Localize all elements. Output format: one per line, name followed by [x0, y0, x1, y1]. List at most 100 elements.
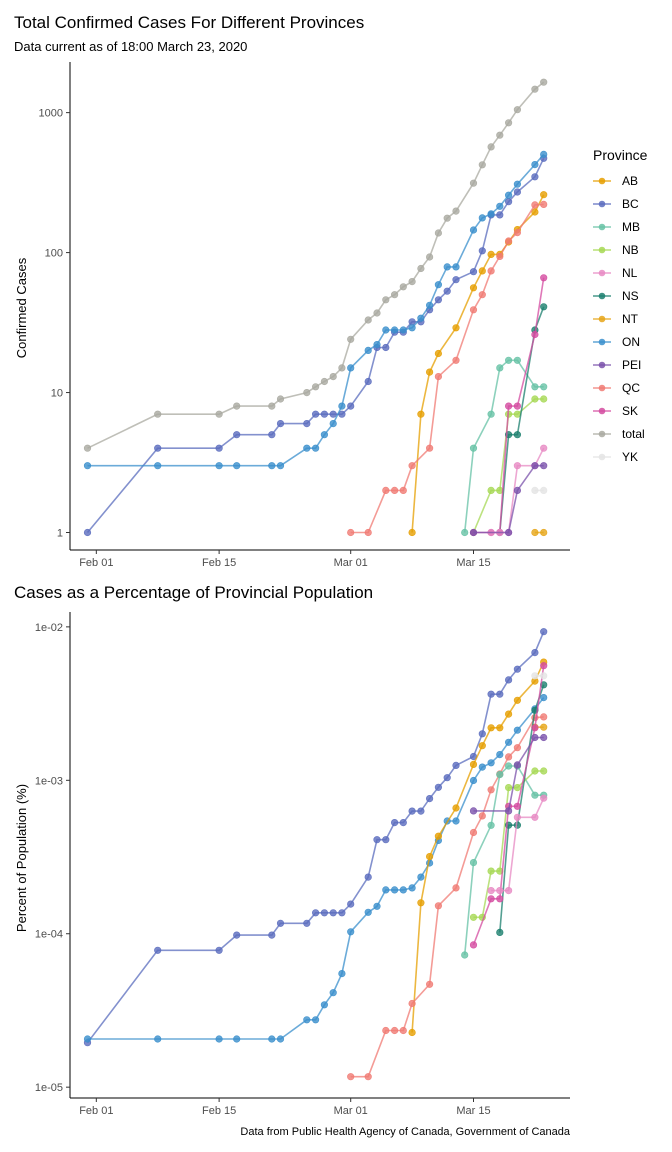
- legend-item-PEI: PEI: [593, 358, 641, 372]
- series-YK: [531, 486, 548, 495]
- data-point-QC: [513, 229, 522, 237]
- series-line-NB: [473, 770, 544, 919]
- data-point-QC: [408, 999, 416, 1008]
- legend-item-NS: NS: [593, 289, 639, 303]
- data-point-total: [469, 179, 478, 187]
- data-point-SK: [469, 941, 478, 949]
- data-point-MB: [496, 364, 504, 372]
- data-point-BC: [154, 946, 162, 954]
- data-point-BC: [83, 528, 92, 537]
- data-point-MB: [469, 444, 478, 452]
- data-point-ON: [276, 1035, 285, 1043]
- y-tick-label: 1000: [39, 108, 63, 120]
- data-point-ON: [505, 738, 513, 746]
- data-point-total: [338, 364, 346, 372]
- data-point-ON: [426, 301, 434, 309]
- data-point-ON: [399, 326, 407, 334]
- data-point-QC: [478, 291, 486, 299]
- data-point-NL: [487, 886, 495, 895]
- data-point-total: [487, 143, 495, 151]
- data-point-NL: [505, 886, 513, 895]
- data-point-ON: [312, 1016, 320, 1024]
- data-point-total: [540, 78, 548, 86]
- data-point-BC: [434, 296, 443, 304]
- legend-marker: [598, 338, 606, 346]
- data-point-total: [505, 119, 513, 127]
- y-tick-label: 1e-05: [35, 1082, 63, 1094]
- data-point-ON: [417, 314, 425, 322]
- data-point-AB: [469, 760, 478, 769]
- data-point-AB: [452, 324, 460, 332]
- data-point-SK: [496, 895, 504, 903]
- data-point-MB: [505, 762, 513, 770]
- data-point-QC: [399, 486, 407, 495]
- data-point-BC: [268, 931, 276, 939]
- data-point-BC: [391, 818, 399, 827]
- series-line-BC: [86, 631, 545, 1044]
- data-point-QC: [347, 1073, 355, 1081]
- data-point-ON: [338, 969, 346, 978]
- data-point-BC: [154, 444, 162, 452]
- data-point-BC: [408, 807, 416, 815]
- data-point-BC: [478, 730, 486, 738]
- data-point-ON: [320, 1001, 329, 1009]
- data-point-MB: [487, 410, 495, 418]
- series-line-ON: [87, 697, 545, 1040]
- data-point-total: [268, 402, 276, 410]
- data-point-AB: [487, 724, 495, 732]
- data-point-NS: [513, 431, 522, 439]
- data-point-total: [233, 402, 241, 410]
- data-point-PEI: [513, 486, 522, 495]
- x-tick-label: Feb 15: [202, 1105, 236, 1117]
- series-SK: [469, 274, 548, 537]
- data-point-PEI: [540, 733, 548, 742]
- data-point-ON: [531, 161, 539, 169]
- data-point-BC: [496, 211, 504, 219]
- data-point-ON: [443, 263, 451, 271]
- series-QC: [347, 200, 548, 537]
- data-point-ON: [417, 873, 425, 881]
- data-point-ON: [382, 886, 390, 894]
- data-point-ON: [487, 210, 495, 218]
- data-point-total: [83, 444, 92, 452]
- data-point-QC: [434, 373, 443, 381]
- series-AB: [408, 191, 548, 537]
- legend-marker: [598, 315, 606, 323]
- legend-label: QC: [622, 381, 640, 395]
- data-point-BC: [469, 268, 478, 276]
- data-point-ON: [215, 1035, 223, 1043]
- data-point-total: [399, 283, 407, 291]
- data-point-QC: [426, 980, 434, 988]
- data-point-BC: [496, 690, 504, 698]
- data-point-ON: [496, 750, 504, 759]
- data-point-QC: [399, 1026, 407, 1035]
- legend-label: MB: [622, 220, 640, 234]
- data-point-total: [391, 291, 399, 299]
- data-point-BC: [276, 420, 285, 428]
- data-point-AB: [505, 710, 513, 718]
- data-point-ON: [513, 180, 522, 188]
- data-point-ON: [83, 462, 92, 470]
- data-point-SK: [540, 274, 548, 282]
- data-point-AB: [417, 410, 425, 418]
- series-MB: [461, 356, 548, 537]
- data-point-BC: [443, 287, 451, 295]
- series-PEI: [469, 733, 548, 815]
- data-point-ON: [233, 462, 241, 470]
- data-point-NB: [469, 913, 478, 921]
- data-point-AB: [496, 724, 504, 732]
- legend-marker: [598, 453, 606, 461]
- x-tick-label: Mar 01: [334, 557, 368, 569]
- data-point-BC: [347, 900, 355, 908]
- data-point-QC: [347, 528, 355, 537]
- y-tick-label: 1e-02: [35, 622, 63, 634]
- x-tick-label: Feb 01: [79, 557, 113, 569]
- legend-item-ON: ON: [593, 335, 640, 349]
- data-point-AB: [408, 1028, 416, 1037]
- data-point-SK: [513, 802, 522, 810]
- data-point-ON: [487, 759, 495, 767]
- data-point-AB: [434, 832, 443, 840]
- legend-item-MB: MB: [593, 220, 640, 234]
- data-point-MB: [461, 528, 469, 537]
